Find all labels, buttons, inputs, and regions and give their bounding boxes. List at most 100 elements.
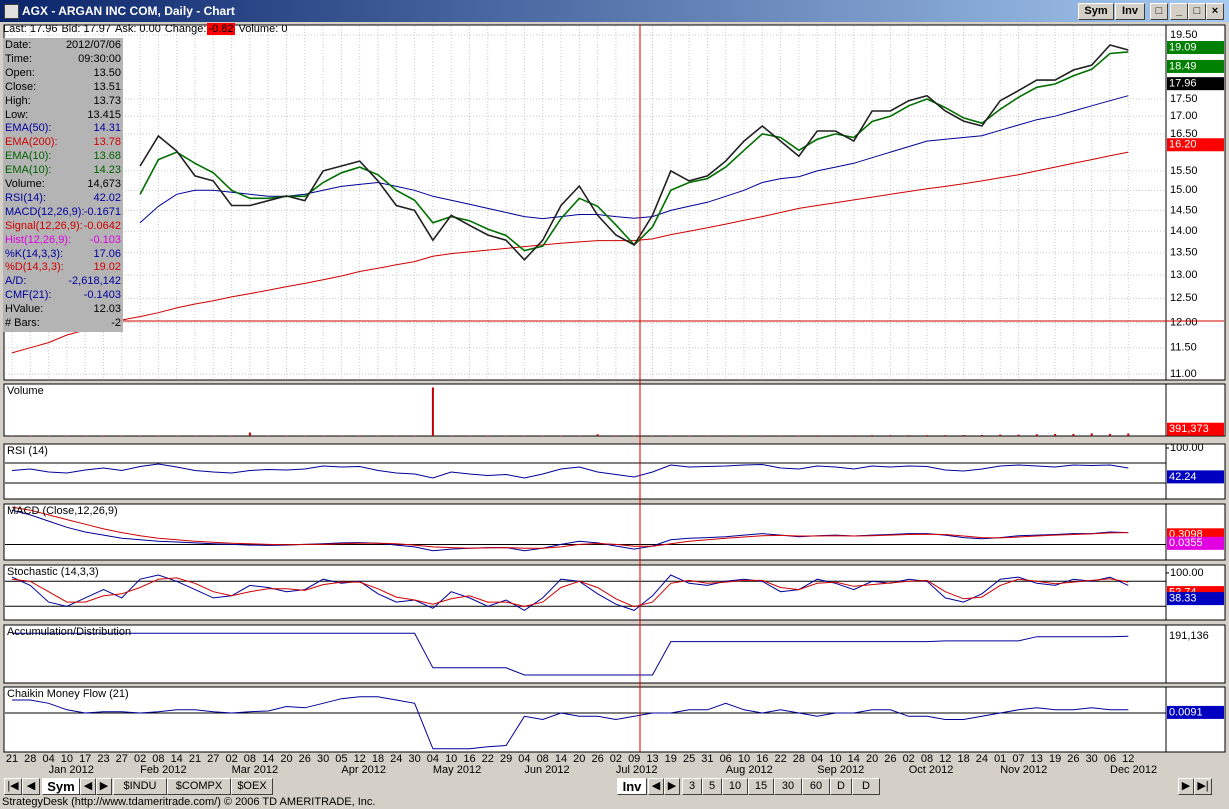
x-tick-label: 12: [939, 753, 951, 765]
close-button[interactable]: ×: [1206, 3, 1224, 20]
panel-frame: [3, 564, 1226, 621]
x-tick-label: 08: [537, 753, 549, 765]
volume-bar: [468, 435, 471, 437]
info-label: # Bars:: [5, 317, 40, 329]
tab-bar: |◀ ◀ Sym ◀ ▶ $INDU $COMPX $OEX Inv ◀ ▶ 3…: [0, 777, 1229, 795]
volume-bar: [541, 435, 544, 437]
ask: Ask: 0.00: [114, 23, 161, 35]
info-value: -0.103: [89, 233, 121, 246]
x-tick-label: 31: [701, 753, 713, 765]
tab-scroll[interactable]: ▶: [96, 778, 112, 795]
panel-title: Chaikin Money Flow (21): [7, 688, 129, 700]
restore-button[interactable]: □: [1150, 3, 1168, 20]
x-tick-label: 08: [152, 753, 164, 765]
x-tick-label: 06: [1104, 753, 1116, 765]
tab[interactable]: Sym: [42, 778, 80, 795]
x-tick-label: 29: [500, 753, 512, 765]
x-tick-label: 01: [994, 753, 1006, 765]
x-tick-label: 25: [683, 753, 695, 765]
value-marker: [1167, 138, 1224, 152]
panel-title: Accumulation/Distribution: [7, 626, 131, 638]
volume-bar: [102, 435, 105, 437]
info-row: RSI(14): 42.02: [5, 191, 121, 205]
info-value: 13.415: [87, 108, 121, 121]
info-row: MACD(12,26,9): -0.1671: [5, 205, 121, 219]
status-bar: StrategyDesk (http://www.tdameritrade.co…: [2, 796, 376, 808]
x-tick-label: 26: [591, 753, 603, 765]
volume-bar: [852, 435, 855, 436]
x-tick-label: 27: [116, 753, 128, 765]
interval-tab[interactable]: 60: [802, 778, 830, 795]
value-marker-label: 191,136: [1169, 630, 1209, 642]
y-tick-label: 14.00: [1170, 225, 1198, 237]
maximize-button[interactable]: □: [1188, 3, 1206, 20]
value-marker: [1167, 59, 1224, 73]
volume-bar: [926, 435, 928, 436]
info-row: EMA(10): 13.68: [5, 149, 121, 163]
value-marker: [1167, 77, 1224, 91]
interval-tab[interactable]: 30: [774, 778, 802, 795]
x-tick-label: 21: [6, 753, 18, 765]
info-value: 09:30:00: [78, 52, 121, 65]
interval-tab[interactable]: D: [852, 778, 880, 795]
info-row: Close: 13.51: [5, 80, 121, 94]
volume-bar: [230, 435, 233, 437]
info-row: Time: 09:30:00: [5, 52, 121, 66]
tab[interactable]: $OEX: [231, 778, 273, 795]
info-value: -0.1671: [83, 205, 121, 218]
x-tick-label: 17: [79, 753, 91, 765]
x-tick-label: 14: [555, 753, 567, 765]
info-label: Open:: [5, 66, 35, 79]
window-icon: [4, 4, 19, 19]
interval-tab[interactable]: 10: [722, 778, 748, 795]
tab-scroll[interactable]: ◀: [648, 778, 664, 795]
volume-bar: [523, 435, 526, 437]
interval-tab[interactable]: 3: [682, 778, 702, 795]
info-label: MACD(12,26,9):: [5, 205, 85, 218]
volume-bar: [962, 434, 965, 436]
next-button[interactable]: ▶: [1178, 778, 1194, 795]
volume-bar: [999, 434, 1002, 436]
x-tick-label: 12: [1122, 753, 1134, 765]
x-tick-label: 04: [518, 753, 530, 765]
sym-button[interactable]: Sym: [1078, 3, 1114, 20]
volume-bar: [596, 434, 599, 436]
volume-bar: [980, 434, 983, 436]
y-tick-label: 13.50: [1170, 247, 1198, 259]
panel-title: Volume: [7, 385, 44, 397]
volume-bar: [120, 435, 123, 437]
info-value: 13.50: [93, 66, 121, 79]
tab[interactable]: Inv: [617, 778, 647, 795]
window-title: AGX - ARGAN INC COM, Daily - Chart: [22, 4, 235, 18]
info-label: Low:: [5, 108, 29, 121]
value-marker-label: 16.20: [1169, 139, 1197, 151]
info-row: Hist(12,26,9): -0.103: [5, 233, 121, 247]
y-tick-label: 100.00: [1170, 442, 1204, 454]
interval-tab[interactable]: 15: [748, 778, 774, 795]
month-label: Feb 2012: [140, 764, 186, 776]
first-button[interactable]: |◀: [4, 778, 22, 795]
volume-bar: [450, 435, 453, 437]
tab[interactable]: $COMPX: [167, 778, 231, 795]
last-button[interactable]: ▶|: [1194, 778, 1212, 795]
change-value: -0.82: [207, 23, 235, 35]
info-label: HValue:: [5, 303, 44, 316]
tab-scroll[interactable]: ◀: [80, 778, 96, 795]
minimize-button[interactable]: _: [1170, 3, 1188, 20]
interval-tab[interactable]: 5: [702, 778, 722, 795]
inv-button[interactable]: Inv: [1115, 3, 1145, 20]
x-tick-label: 04: [427, 753, 439, 765]
tab-scroll[interactable]: ▶: [664, 778, 680, 795]
info-value: 13.68: [93, 150, 121, 163]
prev-button[interactable]: ◀: [22, 778, 40, 795]
interval-tab[interactable]: D: [830, 778, 852, 795]
tab[interactable]: $INDU: [113, 778, 167, 795]
series-line: [11, 151, 1129, 354]
volume-bar: [486, 435, 489, 437]
month-label: Aug 2012: [726, 764, 773, 776]
x-tick-label: 18: [372, 753, 384, 765]
volume-bar: [212, 435, 215, 437]
y-tick-label: 17.00: [1170, 110, 1198, 122]
y-tick-label: 19.50: [1170, 29, 1198, 41]
